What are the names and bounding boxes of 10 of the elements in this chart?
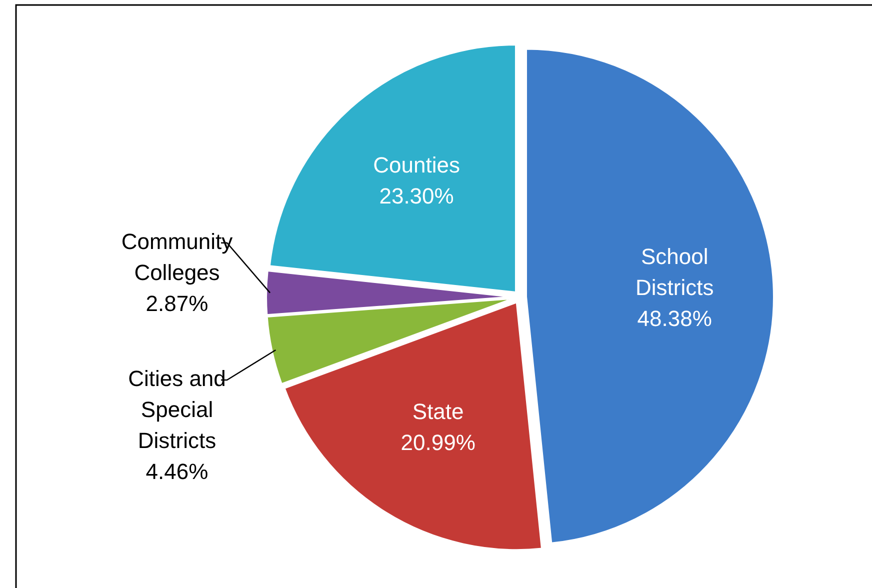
slice-label: State — [412, 398, 464, 424]
data-label: 4.46% — [146, 458, 208, 484]
slice-label: School Districts — [635, 244, 714, 300]
data-label: 23.30% — [379, 183, 454, 208]
slice-label: Community Colleges — [121, 228, 233, 285]
data-label: 20.99% — [400, 430, 476, 455]
slice-label: Counties — [373, 152, 460, 178]
data-label: 48.38% — [637, 306, 712, 331]
slice-label: Cities and Special Districts — [128, 366, 226, 453]
data-label: 2.87% — [146, 290, 208, 316]
